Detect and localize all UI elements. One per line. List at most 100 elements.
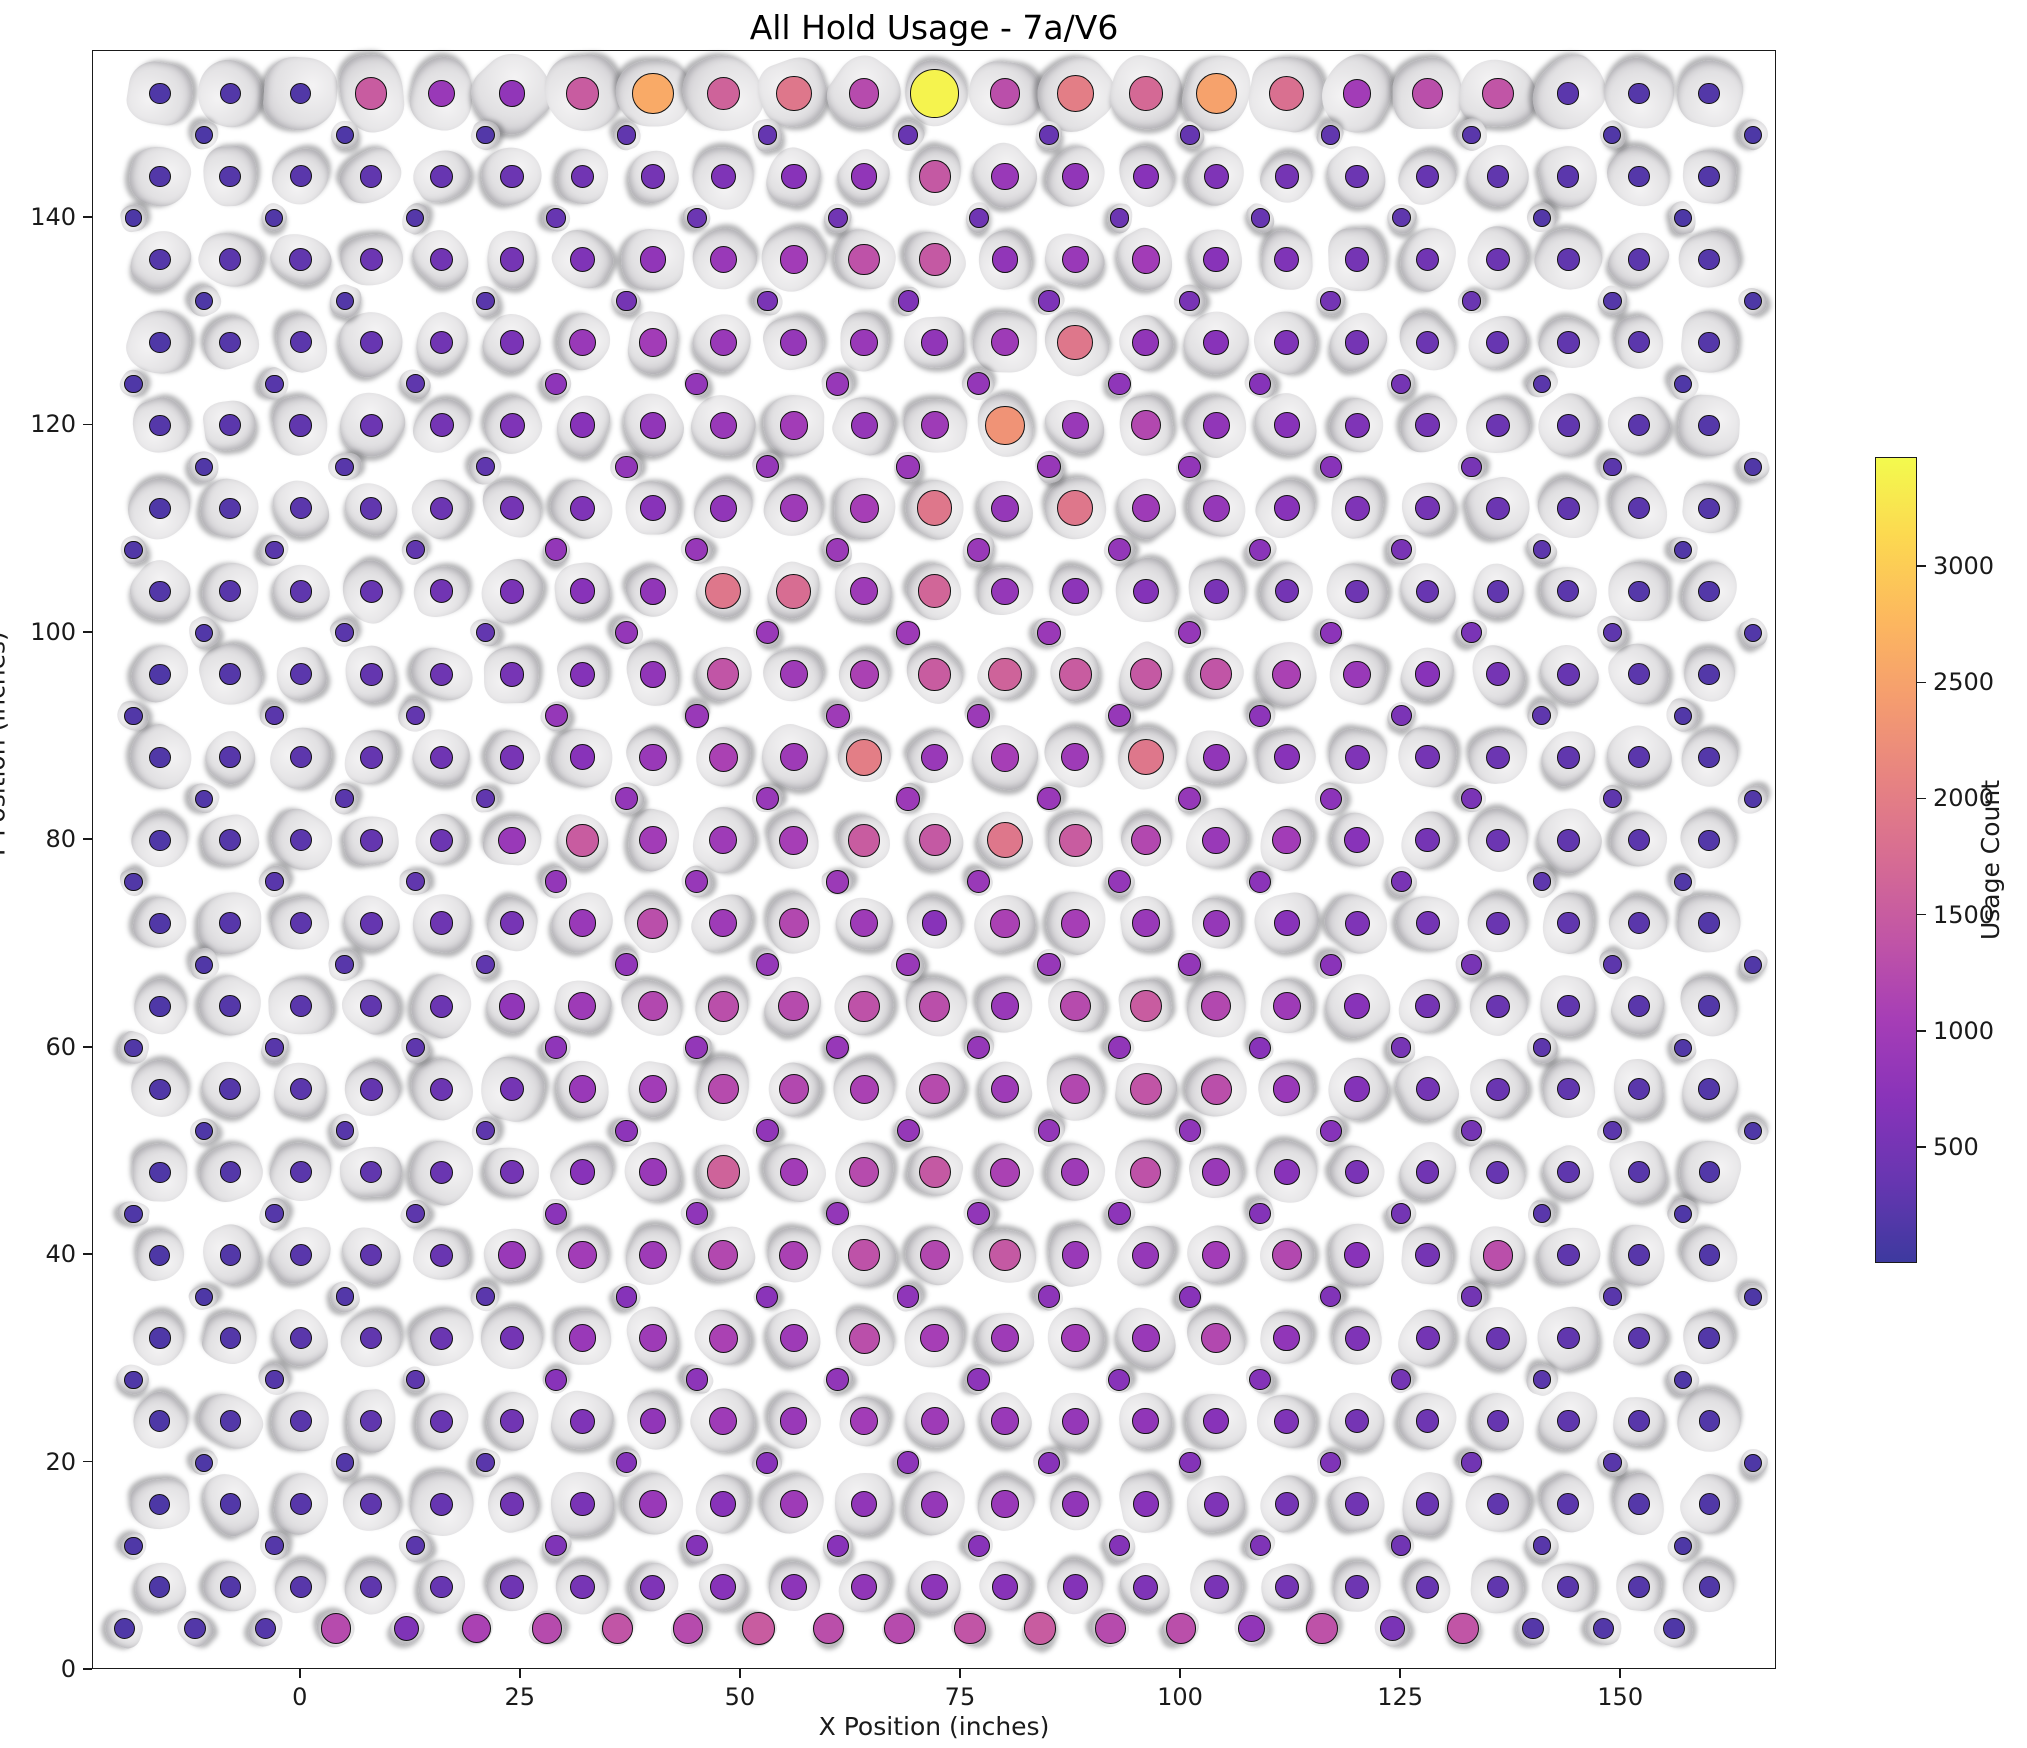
usage-dot <box>289 165 312 188</box>
usage-dot <box>756 290 778 312</box>
usage-dot <box>219 1493 242 1515</box>
usage-dot <box>1390 1203 1412 1224</box>
usage-dot <box>1345 579 1369 604</box>
usage-dot <box>1202 1158 1230 1186</box>
usage-dot <box>570 164 595 189</box>
usage-dot <box>1482 1239 1514 1271</box>
usage-dot <box>335 291 354 311</box>
usage-dot <box>544 704 568 728</box>
usage-dot <box>1602 955 1622 975</box>
usage-dot <box>1486 330 1510 354</box>
usage-dot <box>1203 1491 1229 1517</box>
usage-dot <box>1127 739 1164 776</box>
usage-dot <box>1249 538 1272 561</box>
usage-dot <box>1306 1612 1338 1645</box>
usage-dot <box>966 538 991 562</box>
usage-dot <box>219 1327 242 1349</box>
usage-dot <box>638 1075 668 1104</box>
usage-dot <box>848 1322 880 1354</box>
usage-dot <box>1627 165 1650 188</box>
usage-dot <box>289 248 312 271</box>
usage-dot <box>1698 912 1720 934</box>
usage-dot <box>320 1613 352 1644</box>
usage-dot <box>1344 1159 1370 1185</box>
usage-dot <box>500 1326 524 1351</box>
usage-dot <box>1178 953 1202 977</box>
usage-dot <box>149 165 171 188</box>
usage-dot <box>1249 1202 1272 1225</box>
usage-dot <box>638 328 668 357</box>
usage-dot <box>710 1491 737 1517</box>
x-tick-mark <box>519 1669 521 1678</box>
usage-dot <box>500 1575 524 1599</box>
usage-dot <box>1698 414 1721 437</box>
usage-dot <box>429 413 454 438</box>
usage-dot <box>570 1574 595 1600</box>
usage-dot <box>919 1073 950 1105</box>
usage-dot <box>569 246 595 272</box>
usage-dot <box>405 1370 425 1390</box>
usage-dot <box>149 248 171 271</box>
usage-dot <box>825 703 850 728</box>
usage-dot <box>755 1119 779 1142</box>
y-tick-mark <box>83 423 92 426</box>
usage-dot <box>1132 1324 1160 1352</box>
usage-dot <box>708 1240 739 1271</box>
usage-dot <box>1319 621 1342 644</box>
x-tick-label: 100 <box>1157 1683 1203 1711</box>
usage-dot <box>1673 1038 1692 1057</box>
usage-dot <box>1343 660 1371 689</box>
usage-dot <box>568 1324 597 1352</box>
usage-dot <box>1273 495 1300 522</box>
usage-dot <box>149 497 171 519</box>
usage-dot <box>1130 825 1161 856</box>
usage-dot <box>1532 872 1552 892</box>
usage-dot <box>1485 662 1511 687</box>
usage-dot <box>1744 291 1763 310</box>
usage-dot <box>219 995 242 1018</box>
usage-dot <box>967 372 991 396</box>
usage-dot <box>685 704 709 728</box>
usage-dot <box>1744 623 1763 642</box>
usage-dot <box>918 243 951 276</box>
usage-dot <box>1178 621 1202 645</box>
usage-dot <box>1344 412 1370 438</box>
usage-dot <box>1037 455 1061 479</box>
usage-dot <box>1522 1617 1544 1640</box>
usage-dot <box>848 1156 880 1188</box>
usage-dot <box>1627 414 1650 437</box>
usage-dot <box>1557 911 1580 935</box>
usage-dot <box>1698 1576 1720 1598</box>
usage-dot <box>219 1161 242 1183</box>
colorbar-tick-label: 2500 <box>1933 668 1995 697</box>
usage-dot <box>1462 125 1481 145</box>
usage-dot <box>826 1368 850 1391</box>
usage-dot <box>991 1490 1019 1518</box>
usage-dot <box>686 1534 708 1557</box>
usage-dot <box>1249 1534 1271 1557</box>
usage-dot <box>1557 165 1580 188</box>
usage-dot <box>896 621 920 645</box>
usage-dot <box>544 1202 568 1225</box>
usage-dot <box>706 76 740 111</box>
usage-dot <box>359 579 383 603</box>
y-tick-label: 80 <box>45 825 76 854</box>
usage-dot <box>1274 579 1299 604</box>
usage-dot <box>826 1534 849 1557</box>
usage-dot <box>1557 497 1580 520</box>
colorbar-tick-label: 2000 <box>1933 784 1995 813</box>
usage-dot <box>1557 746 1580 769</box>
usage-dot <box>124 706 143 725</box>
y-tick-label: 0 <box>60 1655 76 1683</box>
usage-dot <box>429 1077 454 1101</box>
usage-dot <box>826 372 850 396</box>
usage-dot <box>1060 1074 1091 1105</box>
usage-dot <box>1059 658 1092 691</box>
usage-dot <box>335 125 354 145</box>
plot-area <box>92 40 1776 1669</box>
usage-dot <box>705 573 742 610</box>
usage-dot <box>149 414 171 437</box>
usage-dot <box>1744 1453 1763 1472</box>
usage-dot <box>499 1077 525 1102</box>
usage-dot <box>405 706 425 726</box>
